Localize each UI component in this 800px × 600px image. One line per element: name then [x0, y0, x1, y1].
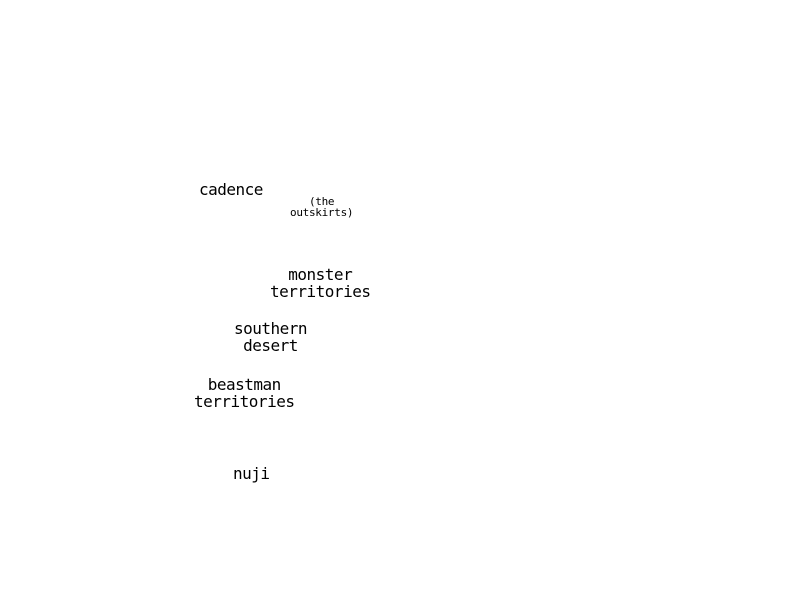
region-label-nuji: nuji: [233, 464, 270, 483]
region-label-southern-desert: southern desert: [234, 319, 308, 355]
region-label-monster-territories: monster territories: [270, 265, 371, 301]
region-label-outskirts: (the outskirts): [290, 195, 354, 219]
region-label-beastman-territories: beastman territories: [194, 375, 295, 411]
region-label-cadence: cadence: [199, 180, 263, 199]
